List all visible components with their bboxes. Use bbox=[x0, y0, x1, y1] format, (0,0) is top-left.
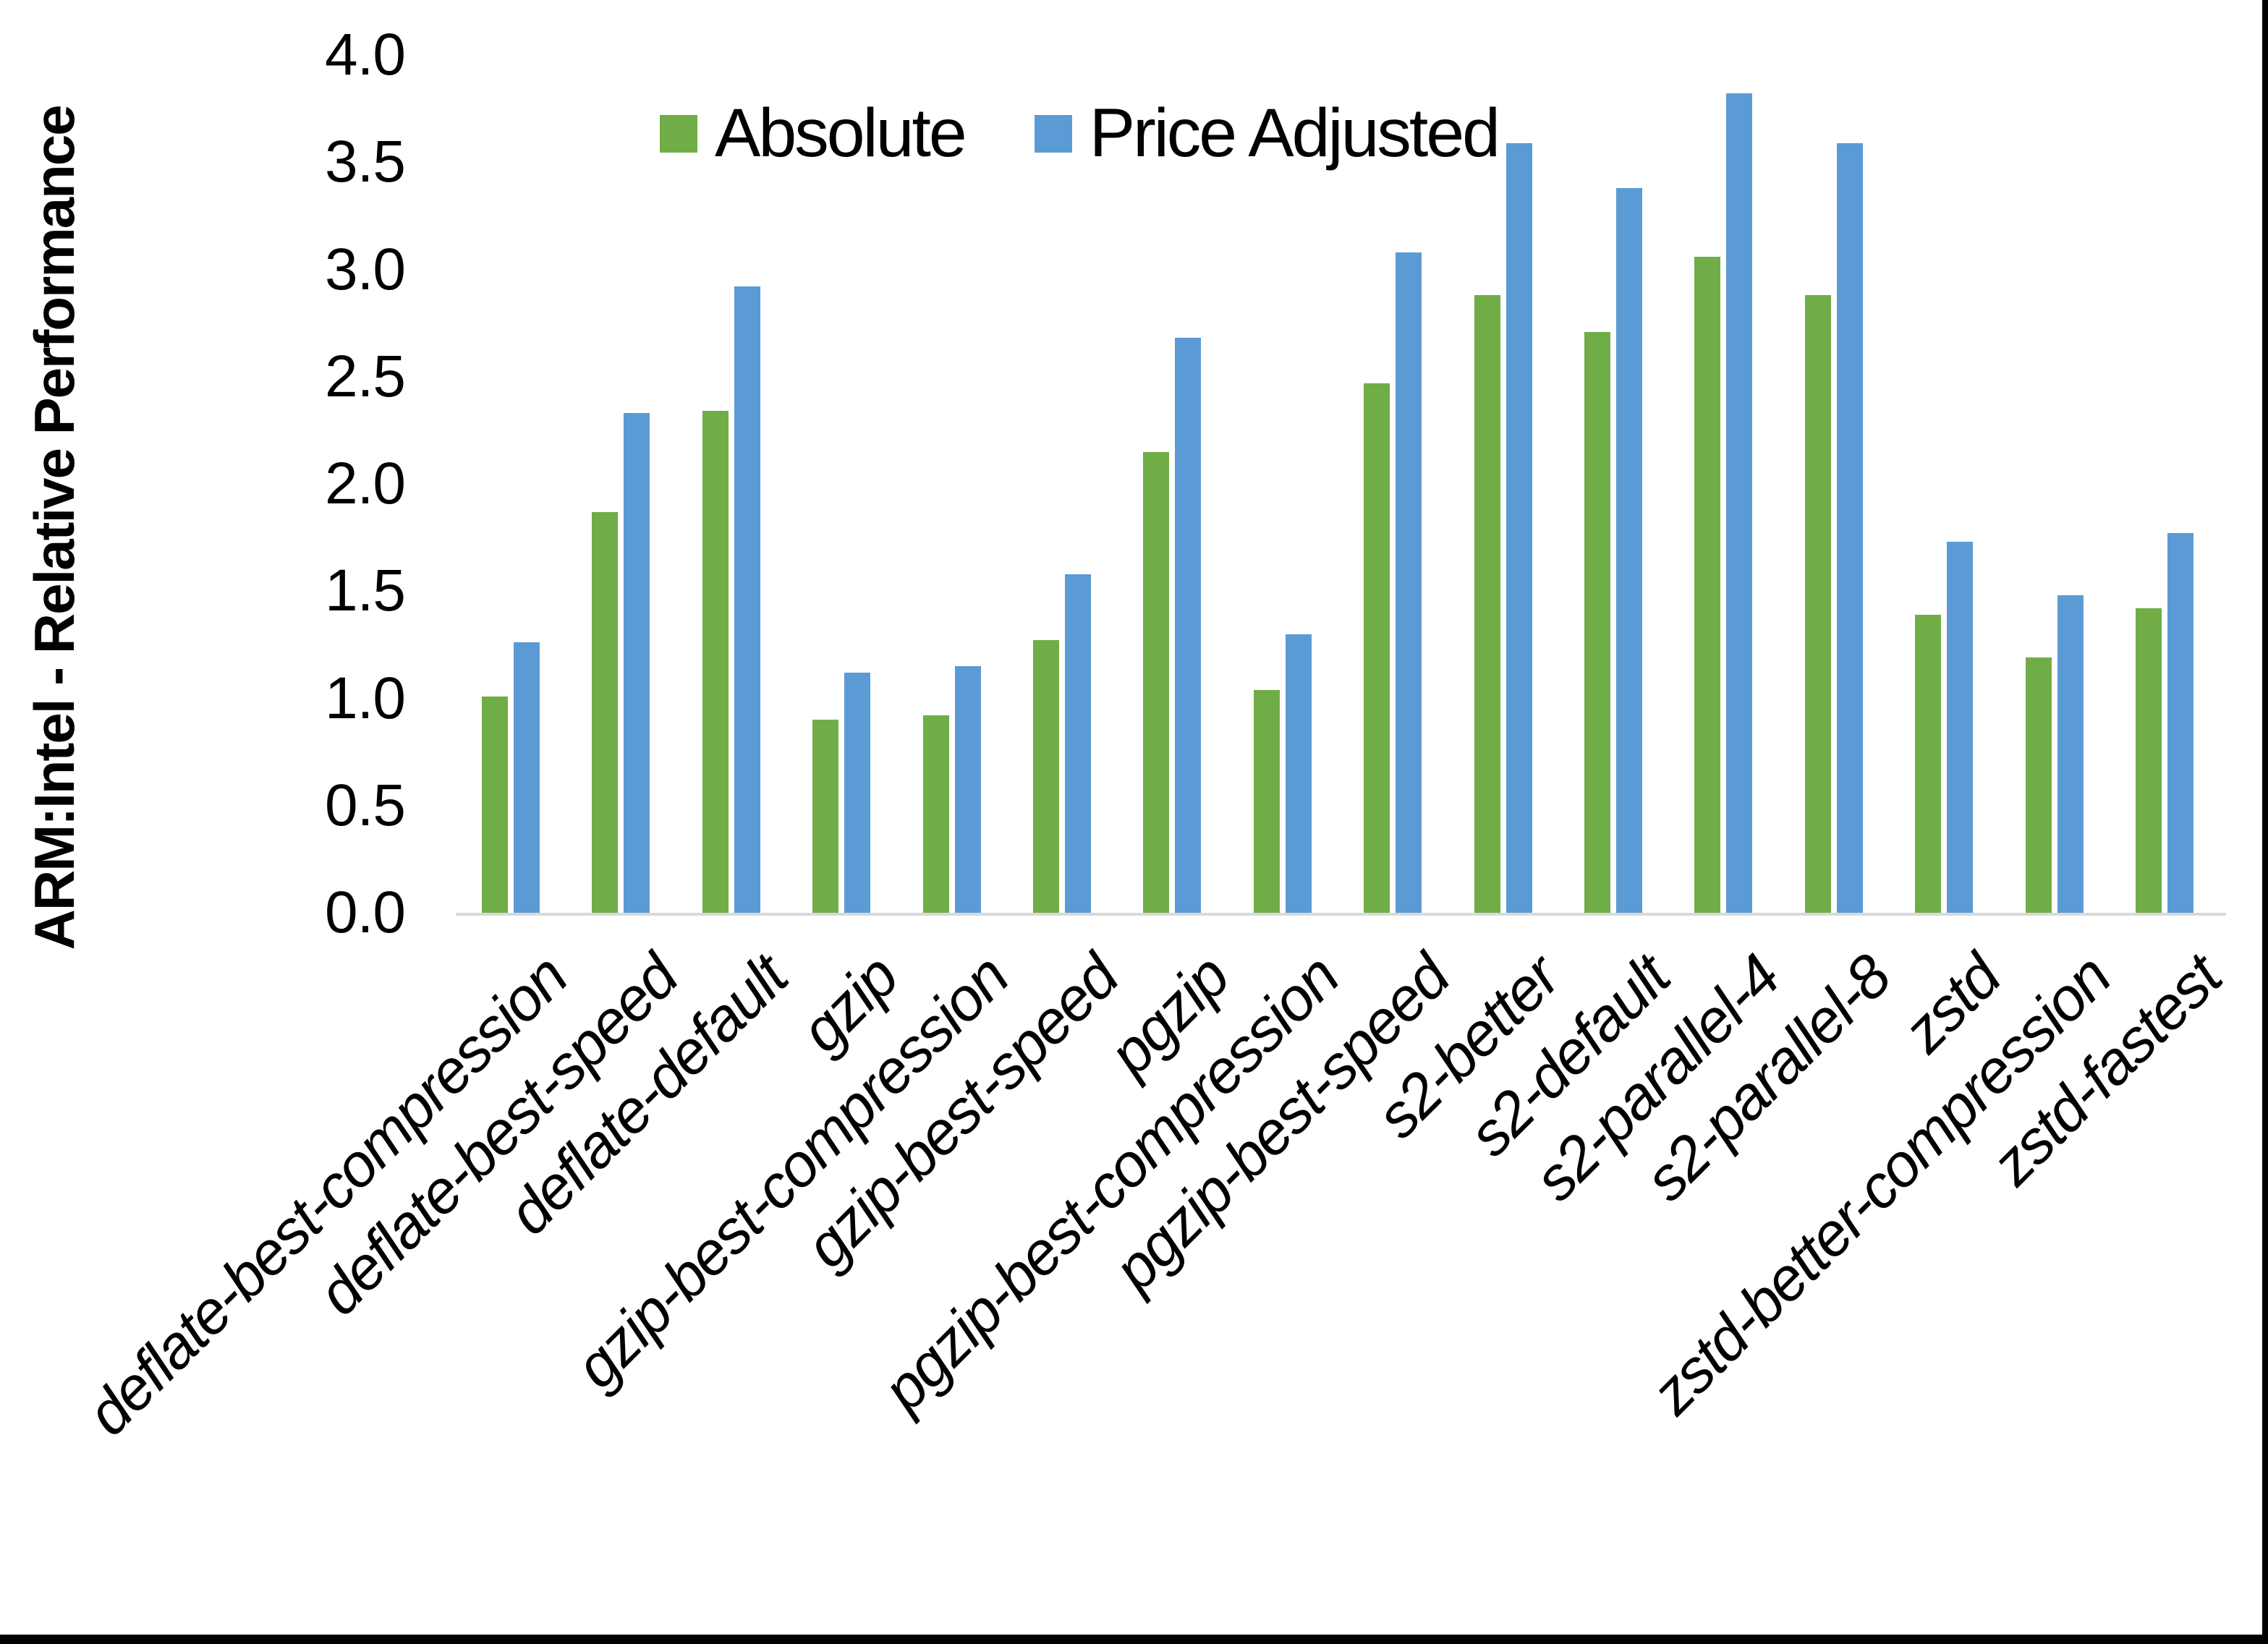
bar-price-adjusted bbox=[1836, 142, 1863, 913]
bar-price-adjusted bbox=[1616, 187, 1642, 913]
legend: Absolute Price Adjusted bbox=[660, 94, 1500, 173]
legend-swatch-price-adjusted bbox=[1034, 114, 1072, 153]
bar-absolute bbox=[1804, 295, 1831, 913]
bar-absolute bbox=[1033, 640, 1059, 913]
legend-item-price-adjusted: Price Adjusted bbox=[1034, 94, 1500, 173]
x-axis-line bbox=[456, 913, 2226, 916]
bar-absolute bbox=[592, 511, 619, 913]
bar-price-adjusted bbox=[2167, 533, 2193, 913]
bar-price-adjusted bbox=[1947, 542, 1974, 913]
bar-absolute bbox=[1694, 256, 1721, 913]
bar-absolute bbox=[1143, 451, 1170, 913]
bar-absolute bbox=[1474, 295, 1500, 913]
plot-area bbox=[456, 55, 2226, 913]
screenshot-bottom-border bbox=[0, 1635, 2268, 1644]
y-tick-label: 4.0 bbox=[325, 22, 406, 88]
legend-label-absolute: Absolute bbox=[715, 95, 967, 171]
y-tick-label: 2.0 bbox=[325, 451, 406, 516]
bar-absolute bbox=[482, 696, 508, 913]
bar-price-adjusted bbox=[1505, 142, 1532, 913]
bar-price-adjusted bbox=[1726, 93, 1753, 913]
bar-price-adjusted bbox=[1175, 338, 1202, 913]
bar-price-adjusted bbox=[1396, 252, 1422, 913]
y-tick-label: 3.5 bbox=[325, 129, 406, 195]
bar-absolute bbox=[2136, 608, 2162, 913]
legend-swatch-absolute bbox=[660, 114, 697, 153]
bar-absolute bbox=[2025, 657, 2052, 913]
legend-label-price-adjusted: Price Adjusted bbox=[1089, 95, 1500, 171]
y-tick-label: 0.5 bbox=[325, 772, 406, 838]
y-axis-title: ARM:Intel - Relative Performance bbox=[22, 106, 86, 950]
y-tick-label: 1.0 bbox=[325, 665, 406, 731]
bar-absolute bbox=[922, 715, 949, 913]
bar-price-adjusted bbox=[1065, 574, 1091, 913]
y-tick-label: 1.5 bbox=[325, 558, 406, 624]
y-tick-label: 2.5 bbox=[325, 343, 406, 409]
y-tick-label: 3.0 bbox=[325, 236, 406, 302]
bar-price-adjusted bbox=[514, 642, 540, 913]
screenshot-right-border bbox=[2262, 0, 2268, 1644]
bar-price-adjusted bbox=[624, 413, 650, 913]
bar-absolute bbox=[1584, 331, 1610, 913]
bar-absolute bbox=[1915, 614, 1942, 913]
legend-item-absolute: Absolute bbox=[660, 94, 967, 173]
bar-price-adjusted bbox=[954, 666, 981, 913]
bar-price-adjusted bbox=[1285, 634, 1312, 913]
bar-price-adjusted bbox=[734, 286, 760, 913]
bar-price-adjusted bbox=[844, 672, 871, 913]
bar-price-adjusted bbox=[2057, 595, 2084, 913]
bar-absolute bbox=[812, 720, 839, 913]
bar-absolute bbox=[702, 411, 729, 913]
bar-absolute bbox=[1364, 383, 1390, 913]
bar-absolute bbox=[1253, 689, 1280, 913]
y-tick-label: 0.0 bbox=[325, 880, 406, 945]
